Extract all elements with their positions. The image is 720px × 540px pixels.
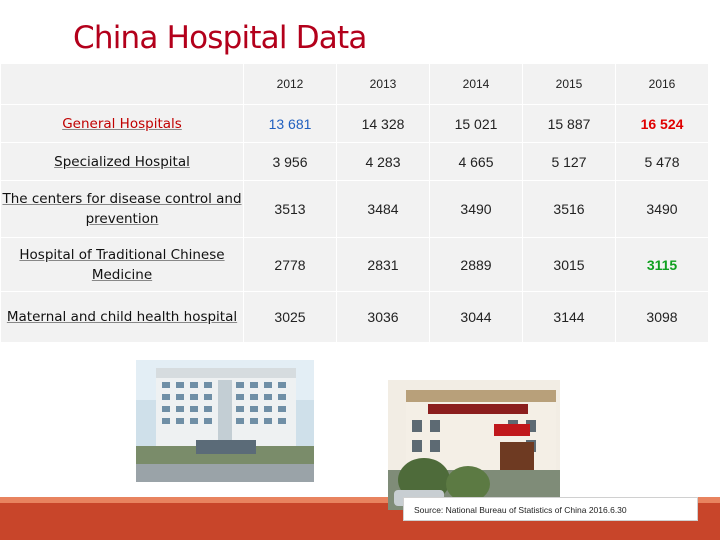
year-header: 2016 <box>615 63 709 105</box>
page-title: China Hospital Data <box>73 20 367 56</box>
hospital-building-photo-1 <box>136 360 314 482</box>
table-cell: 3144 <box>522 291 616 343</box>
row-label: Specialized Hospital <box>0 142 244 181</box>
table-cell: 3015 <box>522 237 616 292</box>
table-cell: 3516 <box>522 180 616 238</box>
table-cell: 3 956 <box>243 142 337 181</box>
hospital-data-table: 2012 2013 2014 2015 2016 General Hospita… <box>0 63 709 343</box>
year-header: 2014 <box>429 63 523 105</box>
table-cell: 14 328 <box>336 104 430 143</box>
table-cell: 3513 <box>243 180 337 238</box>
table-row: Hospital of Traditional Chinese Medicine… <box>0 237 709 292</box>
year-header: 2012 <box>243 63 337 105</box>
table-cell: 5 478 <box>615 142 709 181</box>
table-cell: 3490 <box>429 180 523 238</box>
table-header-row: 2012 2013 2014 2015 2016 <box>0 63 709 105</box>
table-cell: 3098 <box>615 291 709 343</box>
table-cell: 2889 <box>429 237 523 292</box>
table-cell: 13 681 <box>243 104 337 143</box>
footer-highlight-stripe <box>0 497 720 503</box>
row-label: The centers for disease control and prev… <box>0 180 244 238</box>
table-cell: 15 887 <box>522 104 616 143</box>
table-row: The centers for disease control and prev… <box>0 180 709 238</box>
table-cell: 2831 <box>336 237 430 292</box>
year-header: 2013 <box>336 63 430 105</box>
table-row: General Hospitals 13 681 14 328 15 021 1… <box>0 104 709 143</box>
table-cell: 4 283 <box>336 142 430 181</box>
table-cell: 3484 <box>336 180 430 238</box>
table-cell: 4 665 <box>429 142 523 181</box>
table-cell: 3115 <box>615 237 709 292</box>
header-corner-cell <box>0 63 244 105</box>
table-cell: 2778 <box>243 237 337 292</box>
row-label: Maternal and child health hospital <box>0 291 244 343</box>
hospital-building-photo-2 <box>388 380 560 510</box>
table-cell: 16 524 <box>615 104 709 143</box>
row-label: Hospital of Traditional Chinese Medicine <box>0 237 244 292</box>
table-cell: 3036 <box>336 291 430 343</box>
table-cell: 3025 <box>243 291 337 343</box>
table-row: Maternal and child health hospital 3025 … <box>0 291 709 343</box>
row-label: General Hospitals <box>0 104 244 143</box>
table-cell: 5 127 <box>522 142 616 181</box>
year-header: 2015 <box>522 63 616 105</box>
table-cell: 3044 <box>429 291 523 343</box>
table-cell: 15 021 <box>429 104 523 143</box>
table-cell: 3490 <box>615 180 709 238</box>
table-row: Specialized Hospital 3 956 4 283 4 665 5… <box>0 142 709 181</box>
source-note: Source: National Bureau of Statistics of… <box>403 497 698 521</box>
